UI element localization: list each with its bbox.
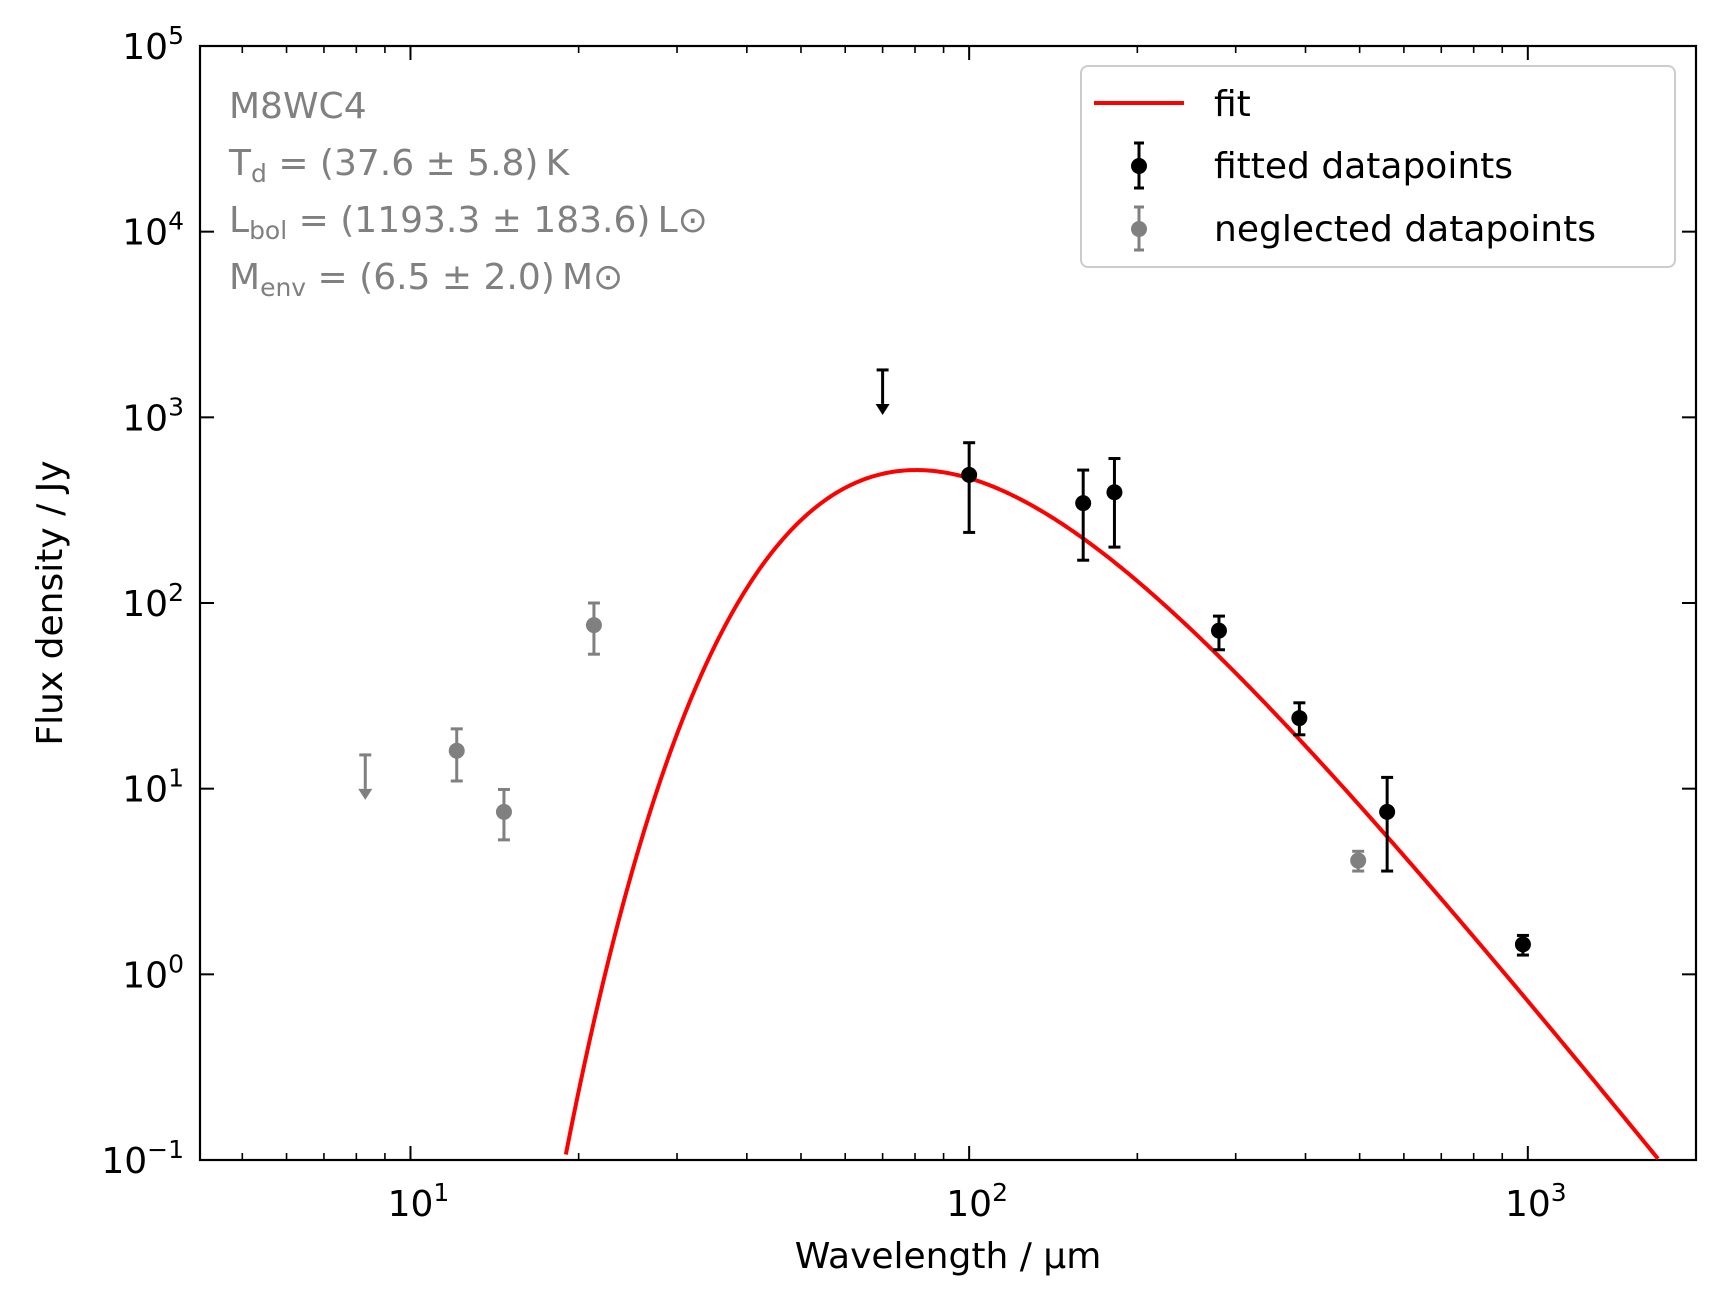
neglected-point-1 — [448, 727, 465, 783]
fit-curve — [563, 468, 1660, 1161]
x-tick-label: 102 — [946, 1178, 1008, 1225]
fitted-point-7 — [1514, 933, 1531, 957]
legend-fitted-marker — [1131, 141, 1147, 190]
neglected-datapoints — [358, 601, 1367, 873]
y-tick-labels: 10−1 100 101 102 103 104 105 — [101, 21, 184, 1182]
neglected-point-2 — [495, 787, 512, 842]
envelope-mass: Menv = (6.5 ± 2.0) M⊙ — [229, 257, 623, 302]
x-tick-labels: 101 102 103 — [388, 1178, 1567, 1225]
fitted-point-4 — [1210, 614, 1227, 652]
x-tick-label: 101 — [388, 1178, 450, 1225]
fitted-point-0 — [875, 368, 890, 415]
y-tick-label: 103 — [122, 392, 184, 439]
fitted-point-1 — [961, 441, 978, 534]
neglected-point-3 — [585, 601, 602, 656]
fitted-point-3 — [1106, 457, 1123, 549]
y-tick-label: 105 — [122, 21, 184, 68]
fitted-point-5 — [1291, 701, 1308, 737]
y-tick-label: 101 — [122, 764, 184, 811]
axis-ticks — [200, 45, 1697, 1161]
neglected-point-4 — [1350, 849, 1367, 873]
y-tick-label: 100 — [122, 949, 184, 996]
fitted-point-6 — [1379, 775, 1396, 873]
annotation-block: M8WC4 Td = (37.6 ± 5.8) K Lbol = (1193.3… — [228, 86, 708, 302]
fitted-point-2 — [1075, 468, 1092, 562]
x-tick-label: 103 — [1505, 1178, 1567, 1225]
y-axis-label: Flux density / Jy — [30, 460, 71, 745]
bolometric-luminosity: Lbol = (1193.3 ± 183.6) L⊙ — [229, 200, 708, 245]
y-tick-label: 102 — [122, 578, 184, 625]
fitted-datapoints — [875, 368, 1531, 957]
y-tick-label: 104 — [122, 207, 184, 254]
source-name: M8WC4 — [229, 86, 367, 127]
legend-fit-label: fit — [1214, 84, 1251, 125]
x-axis-label: Wavelength / μm — [795, 1236, 1102, 1277]
legend-fitted-label: fitted datapoints — [1214, 146, 1513, 187]
legend-neglected-label: neglected datapoints — [1214, 209, 1596, 250]
neglected-point-0 — [358, 753, 373, 800]
legend: fit fitted datapoints neglected datapoin… — [1080, 65, 1676, 268]
y-tick-label: 10−1 — [101, 1135, 184, 1182]
legend-box — [1080, 65, 1676, 268]
dust-temperature: Td = (37.6 ± 5.8) K — [228, 143, 571, 188]
legend-neglected-marker — [1131, 205, 1147, 252]
